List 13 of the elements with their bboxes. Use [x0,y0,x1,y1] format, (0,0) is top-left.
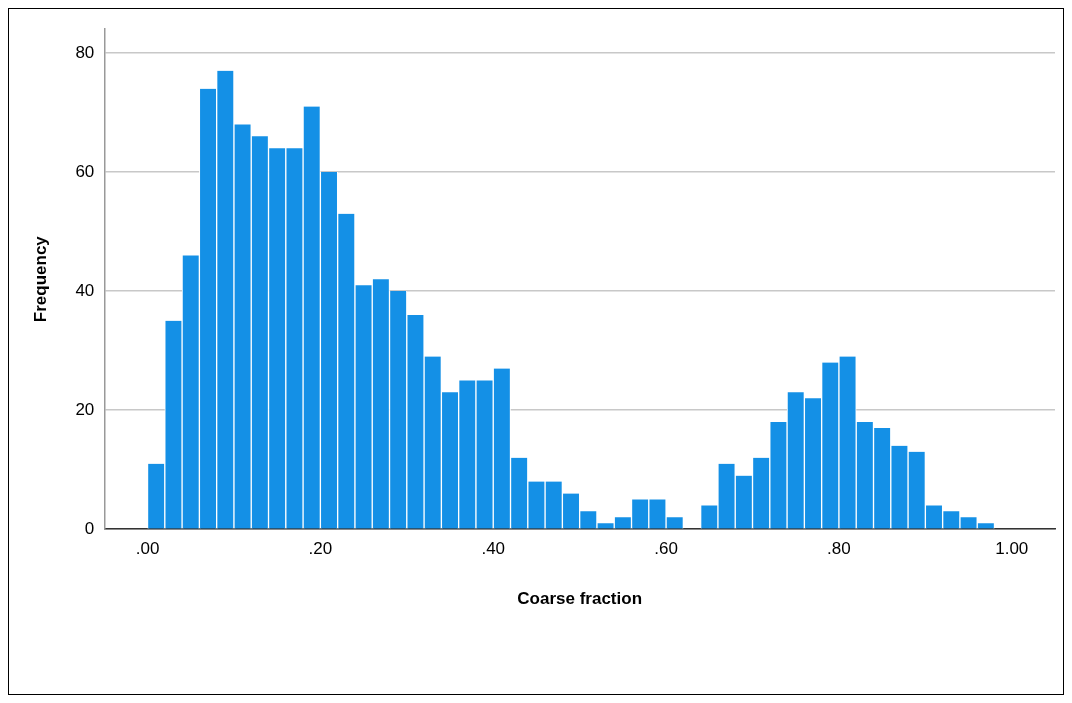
y-tick-label: 60 [75,161,95,181]
x-tick-label: .00 [135,539,160,559]
x-tick-label: .20 [308,539,333,559]
y-tick-label: 20 [75,399,95,419]
y-tick-label: 0 [84,518,95,538]
y-tick-label: 40 [75,280,95,300]
x-axis-title: Coarse fraction [517,589,643,609]
x-tick-label: .40 [481,539,506,559]
y-axis-title: Frequency [30,235,50,323]
x-tick-label: .60 [654,539,678,559]
x-tick-label: 1.00 [995,539,1029,559]
x-tick-label: .80 [827,539,851,559]
y-tick-label: 80 [75,42,95,62]
